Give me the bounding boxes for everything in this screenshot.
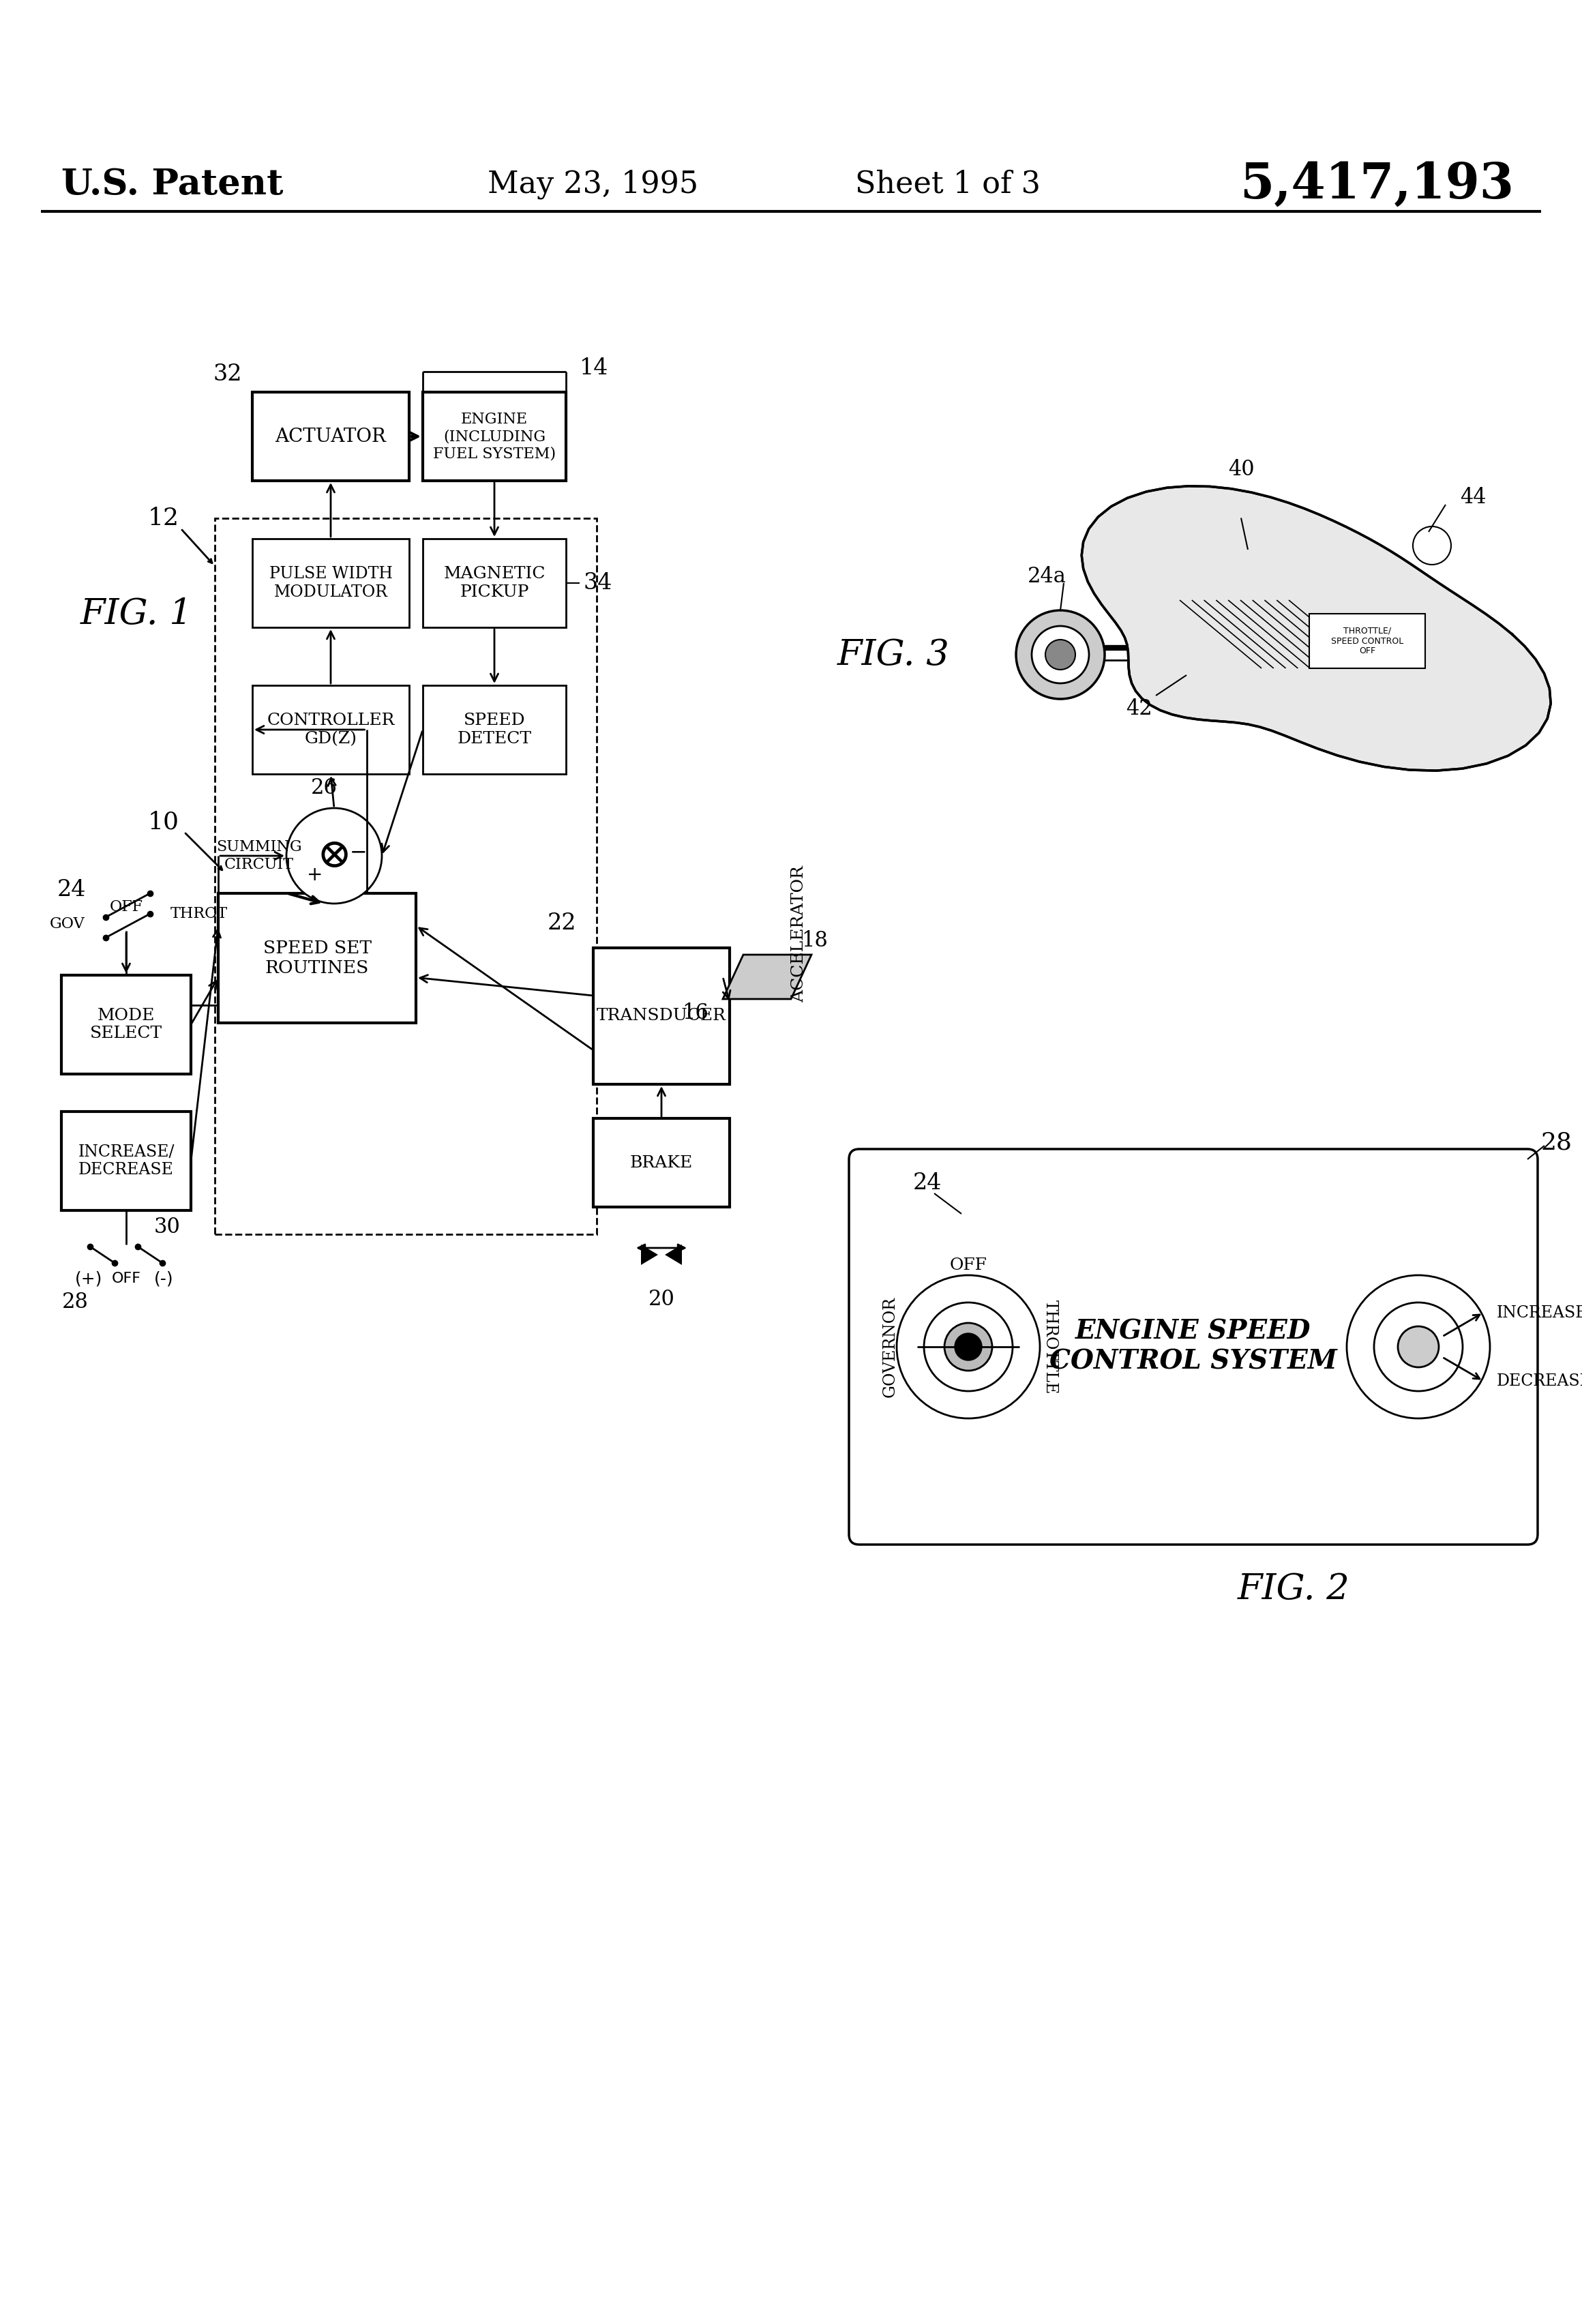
Text: Sheet 1 of 3: Sheet 1 of 3	[856, 170, 1041, 200]
Circle shape	[954, 1334, 982, 1360]
Text: CONTROLLER
GD(Z): CONTROLLER GD(Z)	[267, 713, 394, 746]
Circle shape	[1046, 639, 1076, 669]
Polygon shape	[723, 955, 812, 999]
Bar	[62, 1111, 191, 1211]
Text: OFF: OFF	[109, 899, 142, 913]
Circle shape	[286, 809, 381, 904]
Text: 18: 18	[800, 930, 827, 951]
Text: 26: 26	[310, 776, 337, 797]
Text: ENGINE SPEED
CONTROL SYSTEM: ENGINE SPEED CONTROL SYSTEM	[1049, 1318, 1337, 1376]
Text: INCREASE: INCREASE	[1497, 1304, 1582, 1320]
Text: 22: 22	[547, 913, 576, 934]
Text: MODE
SELECT: MODE SELECT	[90, 1009, 163, 1041]
Text: ACCELERATOR: ACCELERATOR	[791, 867, 807, 1002]
Bar	[593, 948, 729, 1085]
Polygon shape	[1082, 486, 1550, 772]
Text: 30: 30	[153, 1218, 180, 1239]
Text: FIG. 2: FIG. 2	[1237, 1571, 1349, 1606]
Text: 24: 24	[57, 878, 85, 902]
Bar	[218, 892, 416, 1023]
FancyBboxPatch shape	[850, 1148, 1538, 1545]
Text: 32: 32	[214, 363, 242, 386]
Text: 24a: 24a	[1027, 565, 1066, 586]
Text: MAGNETIC
PICKUP: MAGNETIC PICKUP	[443, 567, 546, 600]
Text: 40: 40	[1228, 458, 1255, 481]
Text: DECREASE: DECREASE	[1497, 1373, 1582, 1390]
Text: OFF: OFF	[949, 1257, 987, 1274]
Text: SPEED SET
ROUTINES: SPEED SET ROUTINES	[263, 939, 372, 976]
Bar	[252, 539, 410, 627]
Text: ENGINE
(INCLUDING
FUEL SYSTEM): ENGINE (INCLUDING FUEL SYSTEM)	[433, 411, 555, 460]
Text: FIG. 1: FIG. 1	[81, 597, 193, 632]
Text: SPEED
DETECT: SPEED DETECT	[457, 713, 532, 746]
Text: THROT: THROT	[171, 906, 228, 920]
Text: 42: 42	[1125, 700, 1152, 720]
Bar	[252, 686, 410, 774]
Text: (+): (+)	[74, 1271, 103, 1287]
Text: SUMMING
CIRCUIT: SUMMING CIRCUIT	[217, 839, 302, 872]
Circle shape	[1016, 611, 1104, 700]
Text: ⊗: ⊗	[316, 834, 351, 876]
Polygon shape	[641, 1246, 658, 1264]
Text: TRANSDUCER: TRANSDUCER	[596, 1009, 726, 1025]
Text: 24: 24	[913, 1171, 941, 1195]
Text: 14: 14	[579, 358, 609, 379]
Bar	[1310, 614, 1425, 669]
Text: +: +	[307, 865, 323, 885]
Polygon shape	[664, 1246, 682, 1264]
Text: U.S. Patent: U.S. Patent	[62, 167, 283, 202]
Text: THROTTLE: THROTTLE	[1043, 1299, 1058, 1394]
Text: 28: 28	[62, 1292, 89, 1313]
Circle shape	[1398, 1327, 1438, 1367]
Bar	[422, 393, 566, 481]
Text: 34: 34	[584, 572, 612, 595]
Text: BRAKE: BRAKE	[630, 1155, 693, 1171]
Bar	[215, 518, 596, 1234]
Circle shape	[944, 1322, 992, 1371]
Text: 16: 16	[682, 1002, 709, 1023]
Text: FIG. 3: FIG. 3	[837, 637, 949, 672]
Text: 44: 44	[1460, 488, 1485, 509]
Text: OFF: OFF	[111, 1271, 141, 1285]
Bar	[252, 393, 410, 481]
Bar	[422, 686, 566, 774]
Bar	[422, 539, 566, 627]
Text: GOVERNOR: GOVERNOR	[883, 1297, 897, 1397]
Text: 10: 10	[149, 811, 179, 834]
Bar	[62, 976, 191, 1074]
Text: GOV: GOV	[51, 916, 85, 932]
Text: 20: 20	[649, 1287, 674, 1311]
Text: May 23, 1995: May 23, 1995	[487, 170, 699, 200]
Bar	[593, 1118, 729, 1206]
Text: 5,417,193: 5,417,193	[1240, 160, 1514, 209]
Text: 12: 12	[149, 507, 179, 530]
Text: PULSE WIDTH
MODULATOR: PULSE WIDTH MODULATOR	[269, 567, 392, 600]
Text: ACTUATOR: ACTUATOR	[275, 428, 386, 446]
Circle shape	[1031, 625, 1088, 683]
Text: (-): (-)	[153, 1271, 174, 1287]
Text: THROTTLE/
SPEED CONTROL
OFF: THROTTLE/ SPEED CONTROL OFF	[1330, 627, 1403, 655]
Text: −: −	[350, 844, 367, 862]
Text: 28: 28	[1541, 1132, 1573, 1153]
Text: INCREASE/
DECREASE: INCREASE/ DECREASE	[78, 1143, 174, 1178]
